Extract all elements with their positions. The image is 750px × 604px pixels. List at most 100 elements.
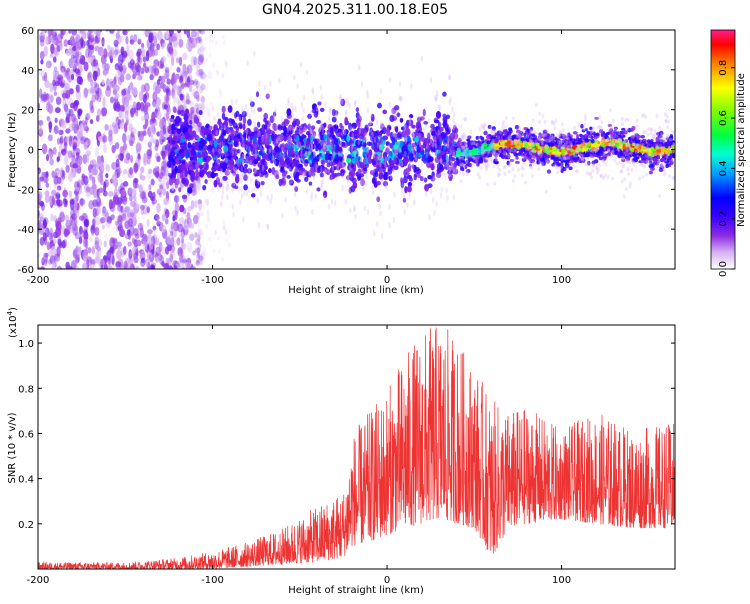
heatmap-cell: [142, 93, 148, 103]
heatmap-cell: [226, 193, 229, 200]
heatmap-cell: [211, 170, 215, 179]
heatmap-cell: [188, 37, 195, 44]
heatmap-cell: [148, 168, 153, 175]
heatmap-cell: [46, 241, 51, 251]
heatmap-cell: [115, 158, 120, 168]
heatmap-cell: [302, 94, 306, 101]
heatmap-cell: [91, 166, 98, 175]
heatmap-cell: [141, 84, 146, 93]
heatmap-cell: [124, 196, 128, 202]
heatmap-cell: [88, 186, 95, 196]
heatmap-cell: [164, 84, 168, 90]
heatmap-cell: [103, 240, 107, 248]
heatmap-cell: [46, 61, 50, 67]
heatmap-cell: [424, 191, 428, 198]
heatmap-cell: [197, 198, 203, 205]
heatmap-cell: [47, 30, 53, 37]
heatmap-cell: [80, 135, 87, 142]
heatmap-cell: [199, 210, 203, 216]
heatmap-cell: [294, 205, 297, 212]
heatmap-cell: [68, 134, 73, 143]
heatmap-cell: [398, 147, 402, 154]
heatmap-cell: [425, 151, 429, 158]
heatmap-cell: [189, 79, 193, 85]
heatmap-cell: [197, 153, 202, 158]
heatmap-cell: [141, 215, 145, 221]
heatmap-cell: [243, 190, 246, 197]
heatmap-cell: [427, 175, 432, 180]
heatmap-cell: [58, 40, 63, 51]
heatmap-cell: [119, 122, 126, 130]
heatmap-cell: [91, 176, 96, 185]
heatmap-cell: [198, 145, 204, 151]
heatmap-cell: [292, 105, 295, 112]
heatmap-cell: [146, 206, 150, 214]
heatmap-cell: [202, 164, 207, 169]
heatmap-cell: [188, 127, 193, 133]
heatmap-cell: [123, 181, 129, 187]
heatmap-cell: [211, 105, 215, 112]
heatmap-cell: [350, 146, 353, 153]
heatmap-cell: [366, 209, 370, 216]
heatmap-cell: [348, 165, 352, 172]
heatmap-cell: [107, 190, 114, 197]
heatmap-cell: [264, 161, 268, 167]
heatmap-cell: [58, 270, 62, 275]
heatmap-cell: [85, 48, 90, 59]
heatmap-cell: [353, 206, 356, 213]
heatmap-cell: [201, 251, 205, 257]
heatmap-cell: [103, 143, 107, 154]
heatmap-cell: [433, 94, 437, 101]
heatmap-cell: [84, 47, 88, 53]
heatmap-cell: [393, 112, 396, 119]
heatmap-cell: [330, 175, 333, 182]
heatmap-cell: [162, 173, 168, 180]
heatmap-cell: [215, 129, 218, 136]
heatmap-cell: [53, 215, 57, 223]
heatmap-cell: [65, 128, 71, 134]
heatmap-cell: [194, 31, 200, 41]
heatmap-cell: [408, 116, 412, 123]
heatmap-cell: [164, 218, 169, 225]
heatmap-cell: [444, 172, 447, 179]
heatmap-cell: [59, 137, 63, 146]
heatmap-cell: [225, 61, 228, 68]
heatmap-cell: [329, 127, 334, 131]
heatmap-cell: [198, 164, 204, 169]
heatmap-cell: [81, 30, 83, 31]
heatmap-cell: [147, 203, 151, 209]
heatmap-cell: [45, 36, 50, 46]
heatmap-cell: [200, 231, 204, 237]
heatmap-cell: [121, 63, 125, 69]
heatmap-cell: [69, 88, 74, 95]
heatmap-cell: [426, 131, 429, 138]
heatmap-cell: [246, 155, 249, 162]
heatmap-cell: [413, 156, 418, 163]
heatmap-cell: [328, 203, 331, 210]
heatmap-cell: [190, 55, 196, 67]
heatmap-cell: [56, 77, 61, 84]
heatmap-cell: [74, 232, 81, 240]
heatmap-cell: [295, 124, 298, 131]
heatmap-cell: [281, 177, 287, 186]
heatmap-cell: [423, 177, 428, 183]
heatmap-cell: [145, 85, 149, 91]
heatmap-cell: [121, 50, 128, 58]
heatmap-cell: [166, 181, 170, 190]
heatmap-cell: [151, 203, 155, 209]
heatmap-cell: [200, 71, 207, 80]
heatmap-cell: [157, 255, 161, 261]
heatmap-cell: [185, 99, 191, 105]
heatmap-cell: [196, 253, 200, 263]
heatmap-cell: [359, 127, 362, 134]
heatmap-cell: [117, 174, 121, 180]
heatmap-cell: [242, 143, 245, 150]
heatmap-cell: [40, 59, 44, 65]
heatmap-cell: [140, 101, 144, 113]
heatmap-cell: [285, 157, 290, 164]
heatmap-cell: [126, 30, 131, 32]
heatmap-cell: [66, 113, 71, 123]
heatmap-cell: [179, 163, 186, 171]
heatmap-cell: [69, 35, 75, 47]
heatmap-cell: [56, 246, 61, 257]
